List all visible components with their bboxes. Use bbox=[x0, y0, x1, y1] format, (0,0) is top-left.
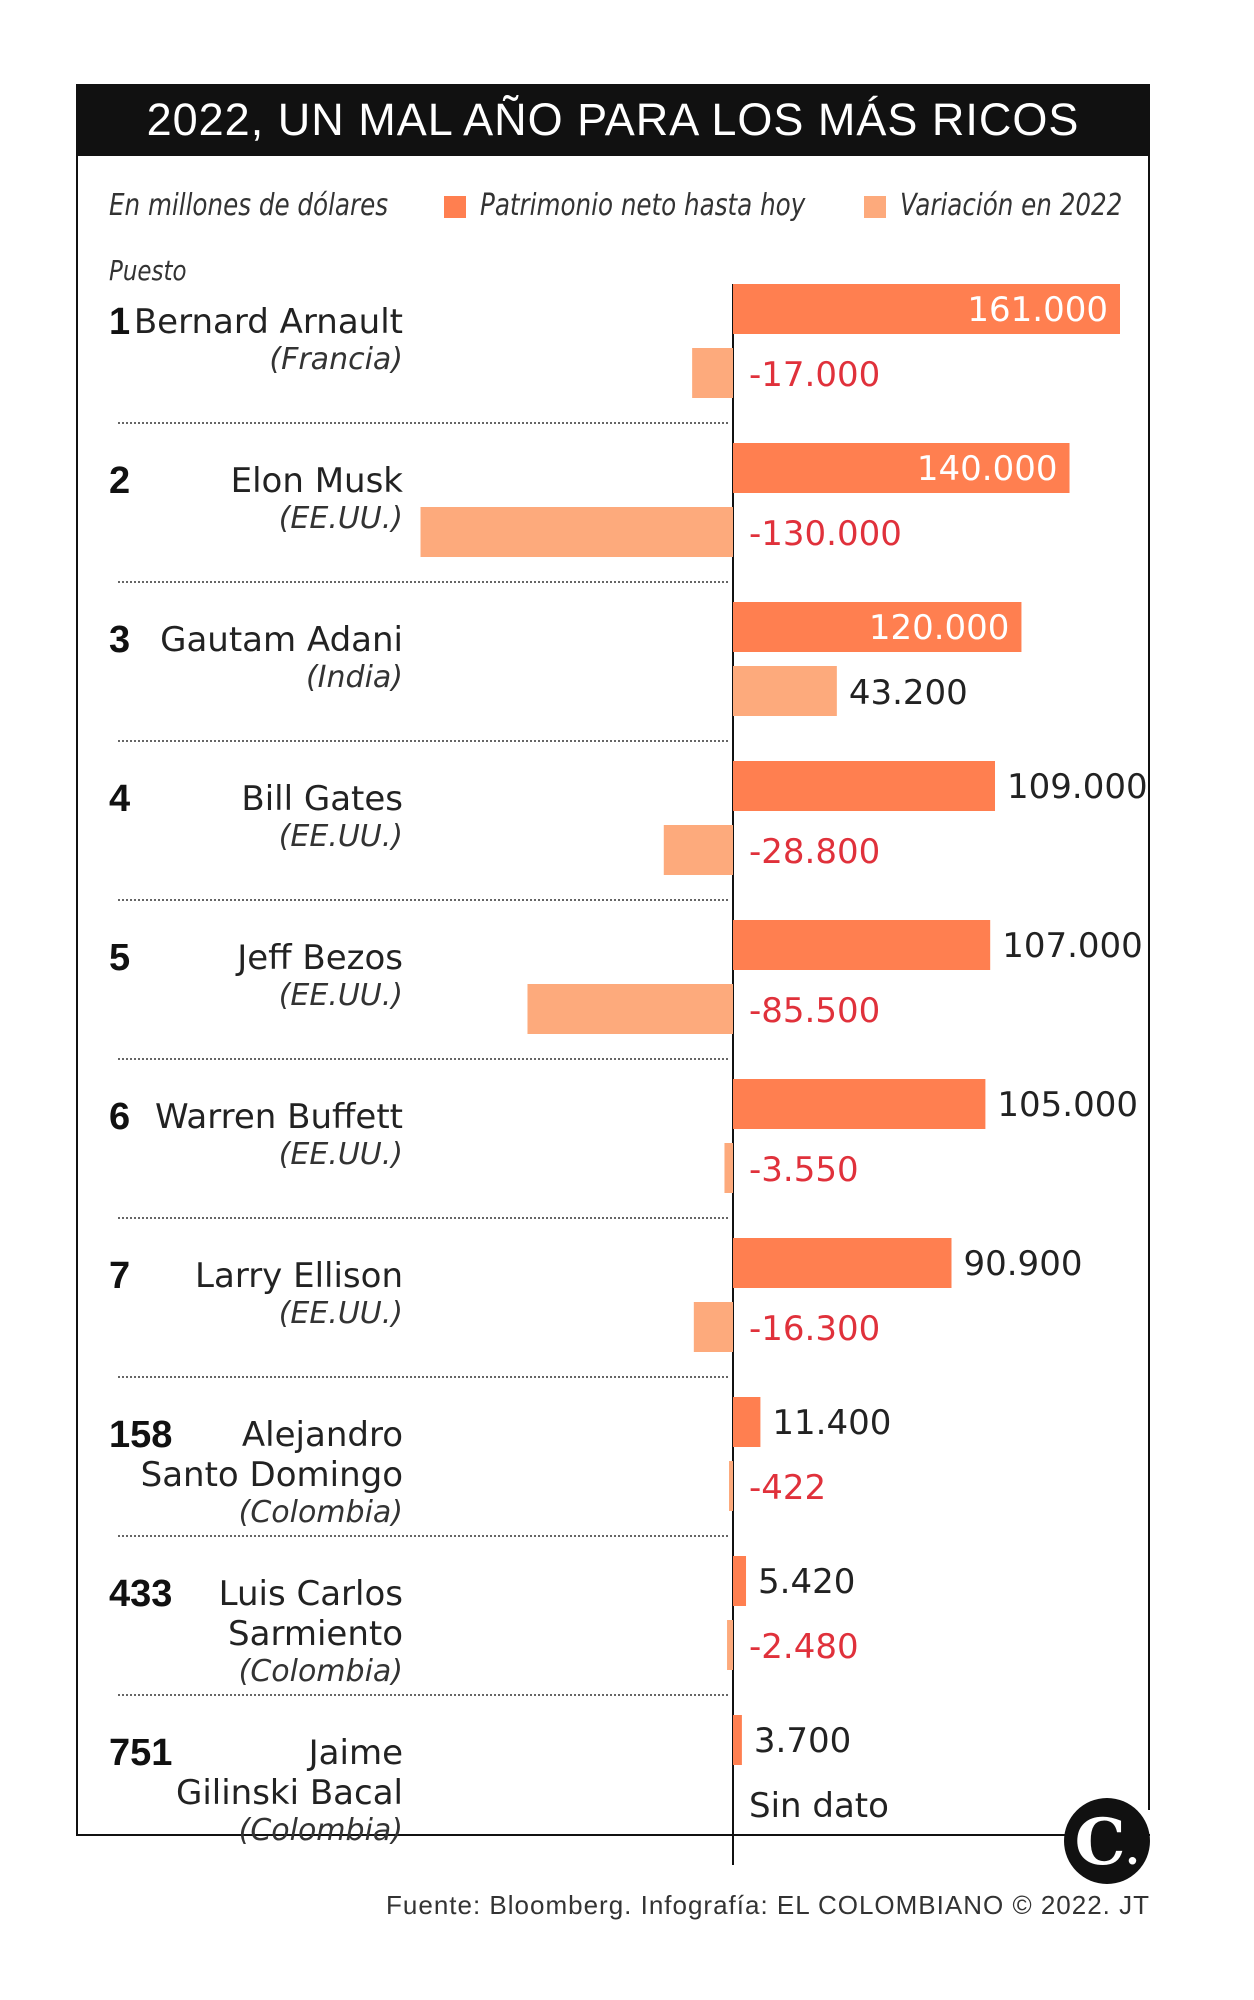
net-worth-bar bbox=[733, 284, 1120, 334]
title-bar bbox=[76, 84, 1150, 156]
rank-number: 3 bbox=[109, 619, 130, 661]
rank-number: 2 bbox=[109, 460, 130, 502]
change-bar bbox=[729, 1461, 733, 1511]
net-worth-label: 3.700 bbox=[754, 1721, 851, 1761]
person-name: Elon Musk bbox=[231, 461, 404, 501]
rank-number: 7 bbox=[109, 1255, 130, 1297]
change-bar bbox=[692, 348, 733, 398]
person-name: Luis Carlos bbox=[219, 1574, 403, 1614]
net-worth-bar bbox=[733, 443, 1070, 493]
net-worth-bar bbox=[733, 761, 996, 811]
net-worth-label: 11.400 bbox=[772, 1403, 891, 1443]
change-bar bbox=[527, 984, 733, 1034]
net-worth-bar bbox=[733, 1556, 747, 1606]
rank-number: 6 bbox=[109, 1096, 130, 1138]
chart-frame-right-border bbox=[1148, 84, 1150, 1810]
person-country: (Francia) bbox=[269, 342, 403, 377]
person-country: (EE.UU.) bbox=[279, 978, 403, 1013]
rank-number: 4 bbox=[109, 778, 130, 820]
person-name: Gautam Adani bbox=[160, 620, 403, 660]
person-name: Gilinski Bacal bbox=[176, 1773, 403, 1813]
net-worth-label: 5.420 bbox=[758, 1562, 855, 1602]
net-worth-label: 161.000 bbox=[967, 290, 1108, 330]
rank-number: 751 bbox=[109, 1732, 172, 1774]
person-name: Jeff Bezos bbox=[235, 938, 403, 978]
person-name: Alejandro bbox=[242, 1415, 403, 1455]
el-colombiano-logo: C. bbox=[1064, 1798, 1150, 1884]
rank-number: 158 bbox=[109, 1414, 172, 1456]
legend-swatch-net-worth bbox=[444, 196, 466, 218]
net-worth-label: 105.000 bbox=[997, 1085, 1138, 1125]
bar-chart: 1 Bernard Arnault(Francia) 161.000 -17.000 2… bbox=[109, 284, 1148, 1865]
change-label: -85.500 bbox=[749, 991, 880, 1031]
person-name: Jaime bbox=[307, 1733, 403, 1773]
person-country: (Colombia) bbox=[239, 1654, 403, 1689]
net-worth-bar bbox=[733, 1715, 742, 1765]
person-name: Bernard Arnault bbox=[134, 302, 403, 342]
change-bar bbox=[724, 1143, 733, 1193]
change-label: -17.000 bbox=[749, 355, 880, 395]
person-country: (India) bbox=[306, 660, 403, 695]
change-label: -2.480 bbox=[749, 1627, 859, 1667]
net-worth-bar bbox=[733, 602, 1022, 652]
net-worth-label: 109.000 bbox=[1007, 767, 1148, 807]
change-label: -3.550 bbox=[749, 1150, 859, 1190]
net-worth-bar bbox=[733, 1238, 952, 1288]
rank-number: 1 bbox=[109, 301, 130, 343]
logo-letter: C bbox=[1074, 1805, 1126, 1880]
net-worth-label: 140.000 bbox=[917, 449, 1058, 489]
change-bar bbox=[420, 507, 733, 557]
logo-dot: . bbox=[1125, 1827, 1140, 1874]
net-worth-label: 120.000 bbox=[869, 608, 1010, 648]
person-country: (EE.UU.) bbox=[279, 819, 403, 854]
legend-label-change: Variación en 2022 bbox=[900, 188, 1123, 223]
change-bar bbox=[663, 825, 733, 875]
net-worth-label: 90.900 bbox=[963, 1244, 1082, 1284]
person-country: (Colombia) bbox=[239, 1495, 403, 1530]
person-name: Larry Ellison bbox=[195, 1256, 403, 1296]
net-worth-bar bbox=[733, 1079, 986, 1129]
chart-title: 2022, UN MAL AÑO PARA LOS MÁS RICOS bbox=[146, 94, 1080, 145]
change-bar bbox=[733, 666, 837, 716]
change-label: -130.000 bbox=[749, 514, 902, 554]
person-country: (EE.UU.) bbox=[279, 501, 403, 536]
unit-note: En millones de dólares bbox=[109, 188, 389, 223]
person-country: (Colombia) bbox=[239, 1813, 403, 1848]
rank-header: Puesto bbox=[109, 254, 187, 287]
change-label: Sin dato bbox=[749, 1786, 889, 1826]
change-bar bbox=[693, 1302, 733, 1352]
source-credit: Fuente: Bloomberg. Infografía: EL COLOMB… bbox=[386, 1890, 1150, 1920]
change-label: -16.300 bbox=[749, 1309, 880, 1349]
change-bar bbox=[727, 1620, 733, 1670]
change-label: -28.800 bbox=[749, 832, 880, 872]
legend-label-net-worth: Patrimonio neto hasta hoy bbox=[480, 188, 806, 223]
person-name: Bill Gates bbox=[241, 779, 403, 819]
change-label: -422 bbox=[749, 1468, 826, 1508]
change-label: 43.200 bbox=[849, 673, 968, 713]
person-country: (EE.UU.) bbox=[279, 1296, 403, 1331]
person-name: Santo Domingo bbox=[141, 1455, 403, 1495]
legend-swatch-change bbox=[864, 196, 886, 218]
net-worth-label: 107.000 bbox=[1002, 926, 1143, 966]
rank-number: 433 bbox=[109, 1573, 172, 1615]
person-name: Warren Buffett bbox=[155, 1097, 403, 1137]
net-worth-bar bbox=[733, 1397, 761, 1447]
net-worth-bar bbox=[733, 920, 991, 970]
rank-number: 5 bbox=[109, 937, 130, 979]
person-name: Sarmiento bbox=[228, 1614, 403, 1654]
person-country: (EE.UU.) bbox=[279, 1137, 403, 1172]
